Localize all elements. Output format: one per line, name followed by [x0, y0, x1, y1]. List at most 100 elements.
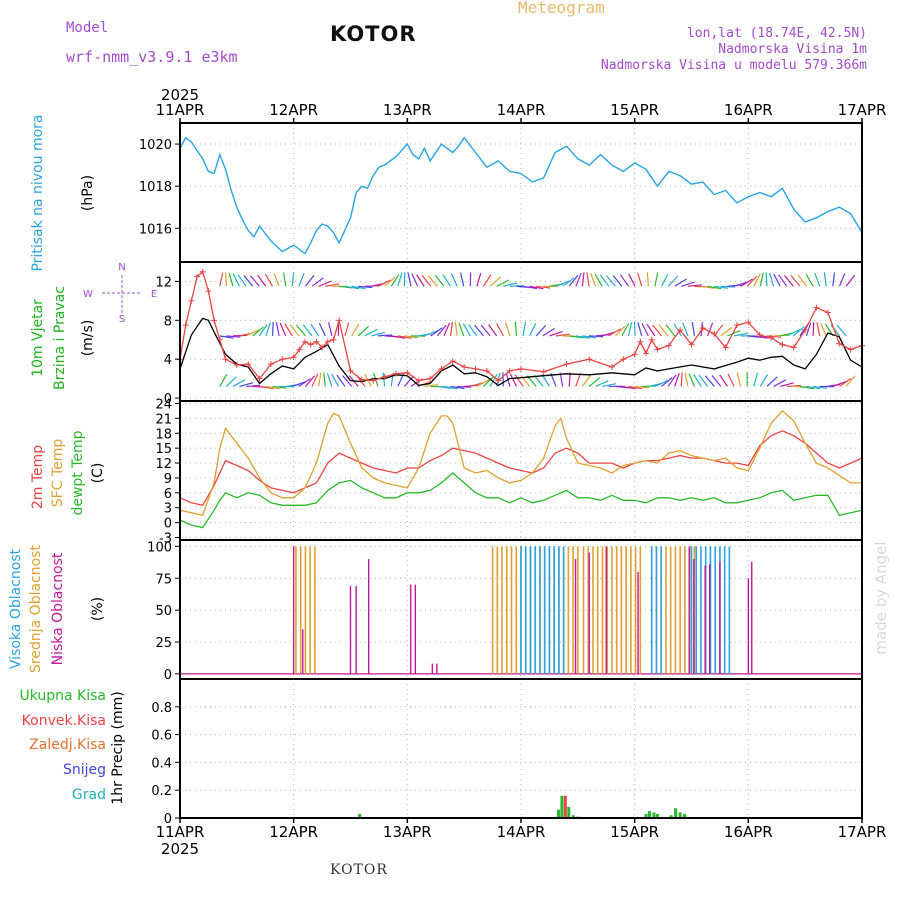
gust-marker: [370, 377, 377, 384]
wind-arrow: [305, 375, 316, 387]
frames-layer: [175, 118, 863, 823]
temp-2m-line: [179, 430, 863, 507]
precip-bar: [669, 815, 673, 818]
compass-west: W: [83, 289, 93, 300]
wind-arrow: [460, 272, 465, 287]
ylabel-cloud-low: Niska Oblacnost: [50, 552, 66, 665]
wind-arrow: [812, 321, 815, 336]
gust-marker: [665, 342, 672, 349]
wind-arrow: [468, 324, 478, 337]
ylabel-wind-1: 10m Vjetar: [30, 299, 46, 377]
meteogram-label: Meteogram: [518, 0, 605, 17]
wind-arrow: [377, 279, 391, 287]
gust-marker: [290, 354, 297, 361]
wind-arrow: [773, 273, 781, 287]
precip-bar: [644, 813, 648, 818]
gust-marker: [677, 327, 684, 334]
wind-arrow: [536, 285, 551, 289]
wind-arrow: [711, 375, 722, 387]
ylabel-temp-unit: (C): [90, 463, 106, 484]
wind-arrow: [232, 273, 241, 287]
wind-arrow: [397, 335, 412, 339]
wind-arrow: [832, 380, 847, 387]
y-tick-label: 0.6: [151, 729, 172, 744]
wind-arrow: [635, 385, 650, 389]
wind-arrow: [667, 275, 679, 287]
wind-arrow: [249, 275, 260, 287]
ylabel-dewpoint: dewpt Temp: [70, 430, 86, 515]
wind-arrow: [279, 322, 287, 337]
wind-arrow: [252, 326, 264, 337]
gust-marker: [245, 361, 252, 368]
gust-marker: [256, 375, 263, 382]
wind-arrow: [258, 323, 268, 337]
wind-arrow: [575, 372, 582, 387]
y-tick-label: 0.2: [151, 784, 172, 799]
wind-arrow: [480, 324, 491, 337]
x-tick-label-bottom: 12APR: [269, 823, 318, 841]
wind-arrow: [357, 325, 369, 337]
wind-arrow: [627, 322, 633, 337]
wind-arrow: [733, 281, 748, 287]
gust-marker: [307, 341, 314, 348]
ylabel-cloud-unit: (%): [90, 597, 106, 621]
wind-arrow: [364, 328, 378, 337]
wind-arrow: [700, 285, 715, 289]
cloud-bar-group: [520, 546, 565, 674]
wind-arrow: [514, 321, 518, 336]
wind-arrow: [228, 272, 234, 287]
wind-arrow: [753, 273, 761, 287]
wind-arrow: [588, 377, 601, 387]
wind-arrow: [838, 273, 846, 287]
y-tick-label: 12: [155, 275, 172, 290]
wind-arrow: [311, 373, 319, 387]
gust-marker: [483, 367, 490, 374]
gust-marker: [427, 375, 434, 382]
y-tick-label: 15: [155, 442, 172, 457]
wind-arrow: [637, 272, 643, 287]
gust-marker: [449, 358, 456, 365]
gust-marker: [324, 338, 331, 345]
wind-arrow: [344, 285, 359, 290]
wind-arrow: [503, 282, 518, 287]
wind-arrow: [219, 373, 228, 387]
wind-arrow: [351, 323, 360, 337]
wind-arrow: [805, 273, 814, 287]
gust-marker: [847, 346, 854, 353]
wind-arrow: [529, 285, 544, 290]
wind-arrow: [836, 324, 847, 337]
wind-arrow: [594, 273, 603, 287]
wind-arrow: [424, 384, 439, 388]
cloud-bar-group: [582, 546, 642, 674]
wind-arrow: [586, 272, 590, 287]
x-tick-label-top: 16APR: [724, 101, 773, 119]
wind-arrow: [599, 274, 610, 287]
wind-arrow: [687, 284, 702, 287]
ylabel-temp-2m: 2m Temp: [30, 445, 46, 509]
gust-marker: [768, 334, 775, 341]
gust-marker: [745, 319, 752, 326]
wind-arrow: [305, 274, 315, 287]
wind-arrow: [753, 335, 768, 339]
wind-arrow: [416, 274, 425, 287]
ylabel-wind-2: Brzina i Pravac: [52, 286, 68, 390]
y-tick-label: 0: [164, 668, 172, 683]
gust-marker: [699, 325, 706, 332]
wind-arrow: [476, 379, 490, 387]
x-tick-label-top: 17APR: [838, 101, 887, 119]
precip-legend-item: Konvek.Kisa: [22, 713, 106, 729]
wind-arrow: [575, 273, 582, 287]
gust-marker: [381, 373, 388, 380]
temp-sfc-line: [179, 409, 862, 516]
precip-bar: [655, 813, 659, 818]
wind-speed-line: [179, 317, 863, 387]
model-label: Model: [66, 20, 109, 36]
wind-arrow: [219, 335, 234, 339]
y-tick-label: 3: [164, 502, 172, 517]
gust-marker: [711, 330, 718, 337]
y-tick-label: 24: [155, 397, 172, 412]
wind-arrow: [628, 385, 643, 390]
gust-marker: [824, 309, 831, 316]
wind-arrow: [442, 274, 452, 287]
wind-arrow: [336, 374, 346, 387]
